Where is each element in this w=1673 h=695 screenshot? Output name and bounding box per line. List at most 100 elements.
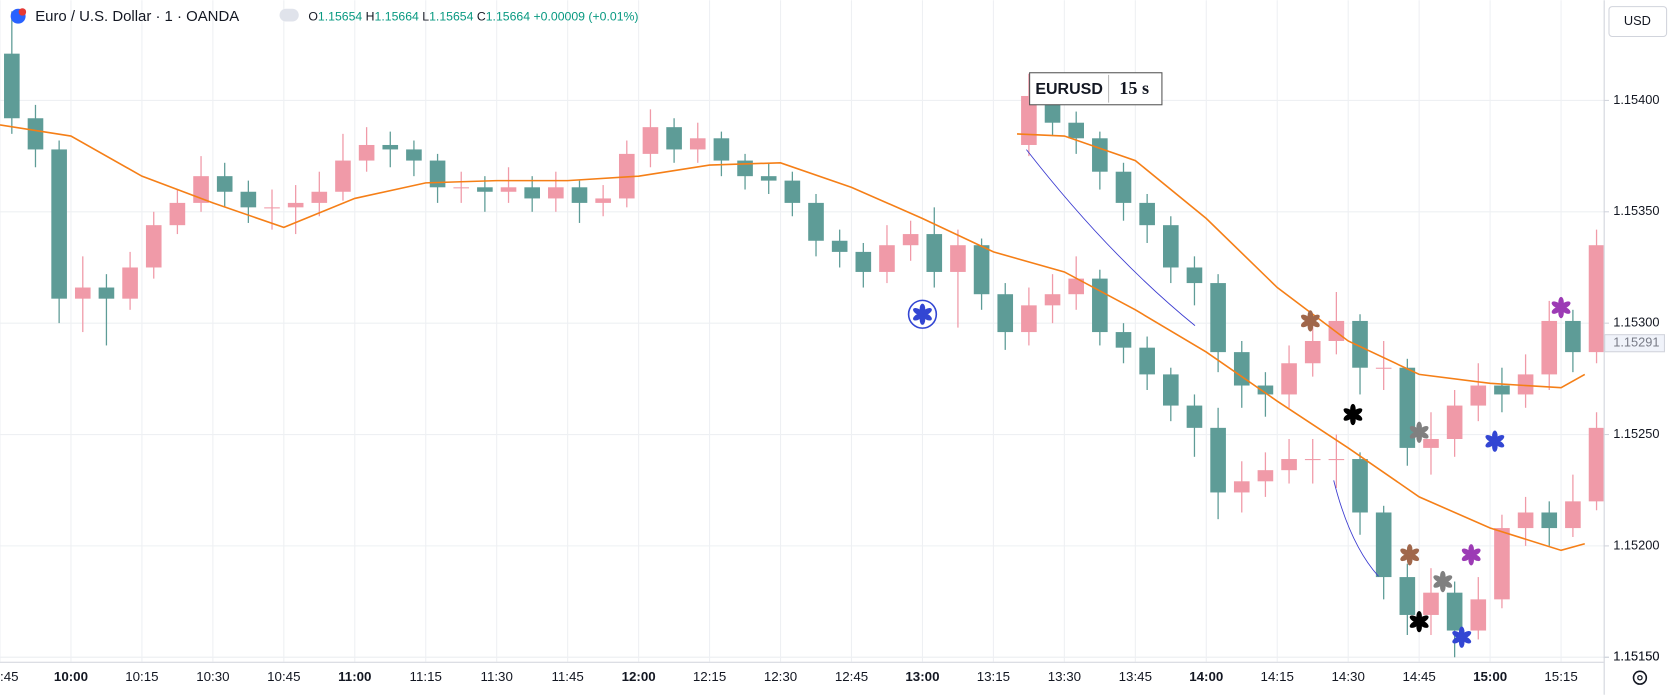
candle-body [122,267,138,299]
candle-body [1257,470,1274,482]
candle-body [926,234,943,272]
annotation-box [1029,72,1163,106]
candle-body [855,251,872,272]
x-tick-label: 15:00 [1473,669,1507,684]
candle-body [240,191,257,208]
candle-body [1162,374,1179,406]
marker-petal [1409,615,1420,623]
x-tick-label: 13:00 [905,669,939,684]
x-tick-label: 13:45 [1119,669,1152,684]
candle-body [831,240,848,252]
candle-body [1210,283,1226,353]
candle-body [1328,459,1345,461]
x-tick-label: 14:15 [1261,669,1294,684]
signal-marker [1551,296,1571,319]
candle-body [429,160,446,188]
candle-body [27,118,44,150]
candle-body [1044,294,1061,306]
candle-body [453,187,470,189]
y-axis: 1.151501.151501.152001.152501.153001.153… [1603,92,1665,664]
candle-body [595,198,611,203]
candle-body [1470,385,1487,406]
candle-body [737,160,753,177]
grid [0,0,1604,662]
candle-body [1281,459,1297,471]
candle-body [1162,225,1179,268]
ohlc-label: H [366,10,375,24]
marker-petal [1551,301,1562,309]
signal-marker [1409,421,1429,443]
marker-petal [1560,306,1571,314]
marker-petal [1310,320,1320,328]
candle-body [997,294,1014,333]
ohlc-value: 1.15664 [486,10,531,24]
signal-marker [1433,570,1453,593]
marker-petal [1300,314,1311,322]
candle-body [1068,278,1084,295]
candle-body [1588,245,1605,353]
x-tick-label: 15:15 [1544,669,1577,684]
ohlc-value: 1.15664 [375,10,420,24]
y-tick-label: 1.15300 [1613,315,1659,330]
marker-petal [1485,434,1496,443]
y-tick-label: 1.15200 [1613,537,1659,552]
x-tick-label: 10:00 [54,669,88,684]
signal-marker [907,299,938,329]
signal-marker [1300,310,1320,332]
candle-body [950,245,966,272]
y-tick-label: 1.15350 [1613,203,1659,218]
marker-petal [1461,548,1472,556]
marker-petal [1461,636,1472,644]
candle-body [1375,512,1392,578]
candle-body [98,287,115,299]
candle-body [689,138,706,150]
marker-petal [1494,440,1505,448]
ohlc-value: 1.15654 [429,10,474,24]
candle-body [1494,528,1510,600]
x-tick-label: 12:30 [764,669,797,684]
candle-body [406,149,422,161]
toggle-icon[interactable] [279,8,299,22]
candle-body [335,160,351,192]
currency-label: USD [1624,13,1651,28]
marker-petal [1452,630,1462,639]
candle-body [1233,352,1250,386]
x-tick-label: 10:30 [196,669,229,684]
candle-body [1210,427,1226,493]
candle-body [287,202,304,208]
header: Euro / U.S. Dollar · 1 · OANDA O1.15654 … [10,8,639,25]
candle-body [1399,577,1416,615]
candle-body [1446,405,1463,439]
candle-body [1304,459,1321,461]
candle-body [1115,332,1132,348]
x-tick-label: 12:00 [622,669,656,684]
y-tick-label: 1.15400 [1613,92,1659,107]
ohlc-legend: O1.15654 H1.15664 L1.15654 C1.15664 +0.0… [308,10,638,24]
settings-icon-center [1637,674,1643,681]
signal-marker [1452,626,1472,648]
marker-petal [1470,553,1481,562]
trend-line [1026,149,1196,326]
candle-body [1328,320,1345,341]
x-axis: :45 10:00 10:15 10:30 10:45 11:00 11:15 11:30 11… [0,669,1578,684]
marker-petal [1343,408,1354,416]
candle-body [145,225,162,268]
candle-body [1423,438,1439,448]
marker-petal [1442,580,1453,588]
x-tick-label: 13:30 [1048,669,1081,684]
x-tick-label: 12:45 [835,669,868,684]
settings-icon[interactable] [1632,670,1648,685]
currency-button[interactable] [1608,6,1668,38]
marker-petal [1433,575,1444,583]
marker-petal [1409,426,1420,434]
time-axis [0,661,1604,695]
candle-body [477,187,493,192]
annotation: EURUSD 15 s [1029,72,1163,106]
candle-body [879,245,895,272]
candle-body [74,287,91,299]
candle-body [169,202,186,226]
candle-body [1541,320,1558,375]
candle-body [1565,320,1581,353]
